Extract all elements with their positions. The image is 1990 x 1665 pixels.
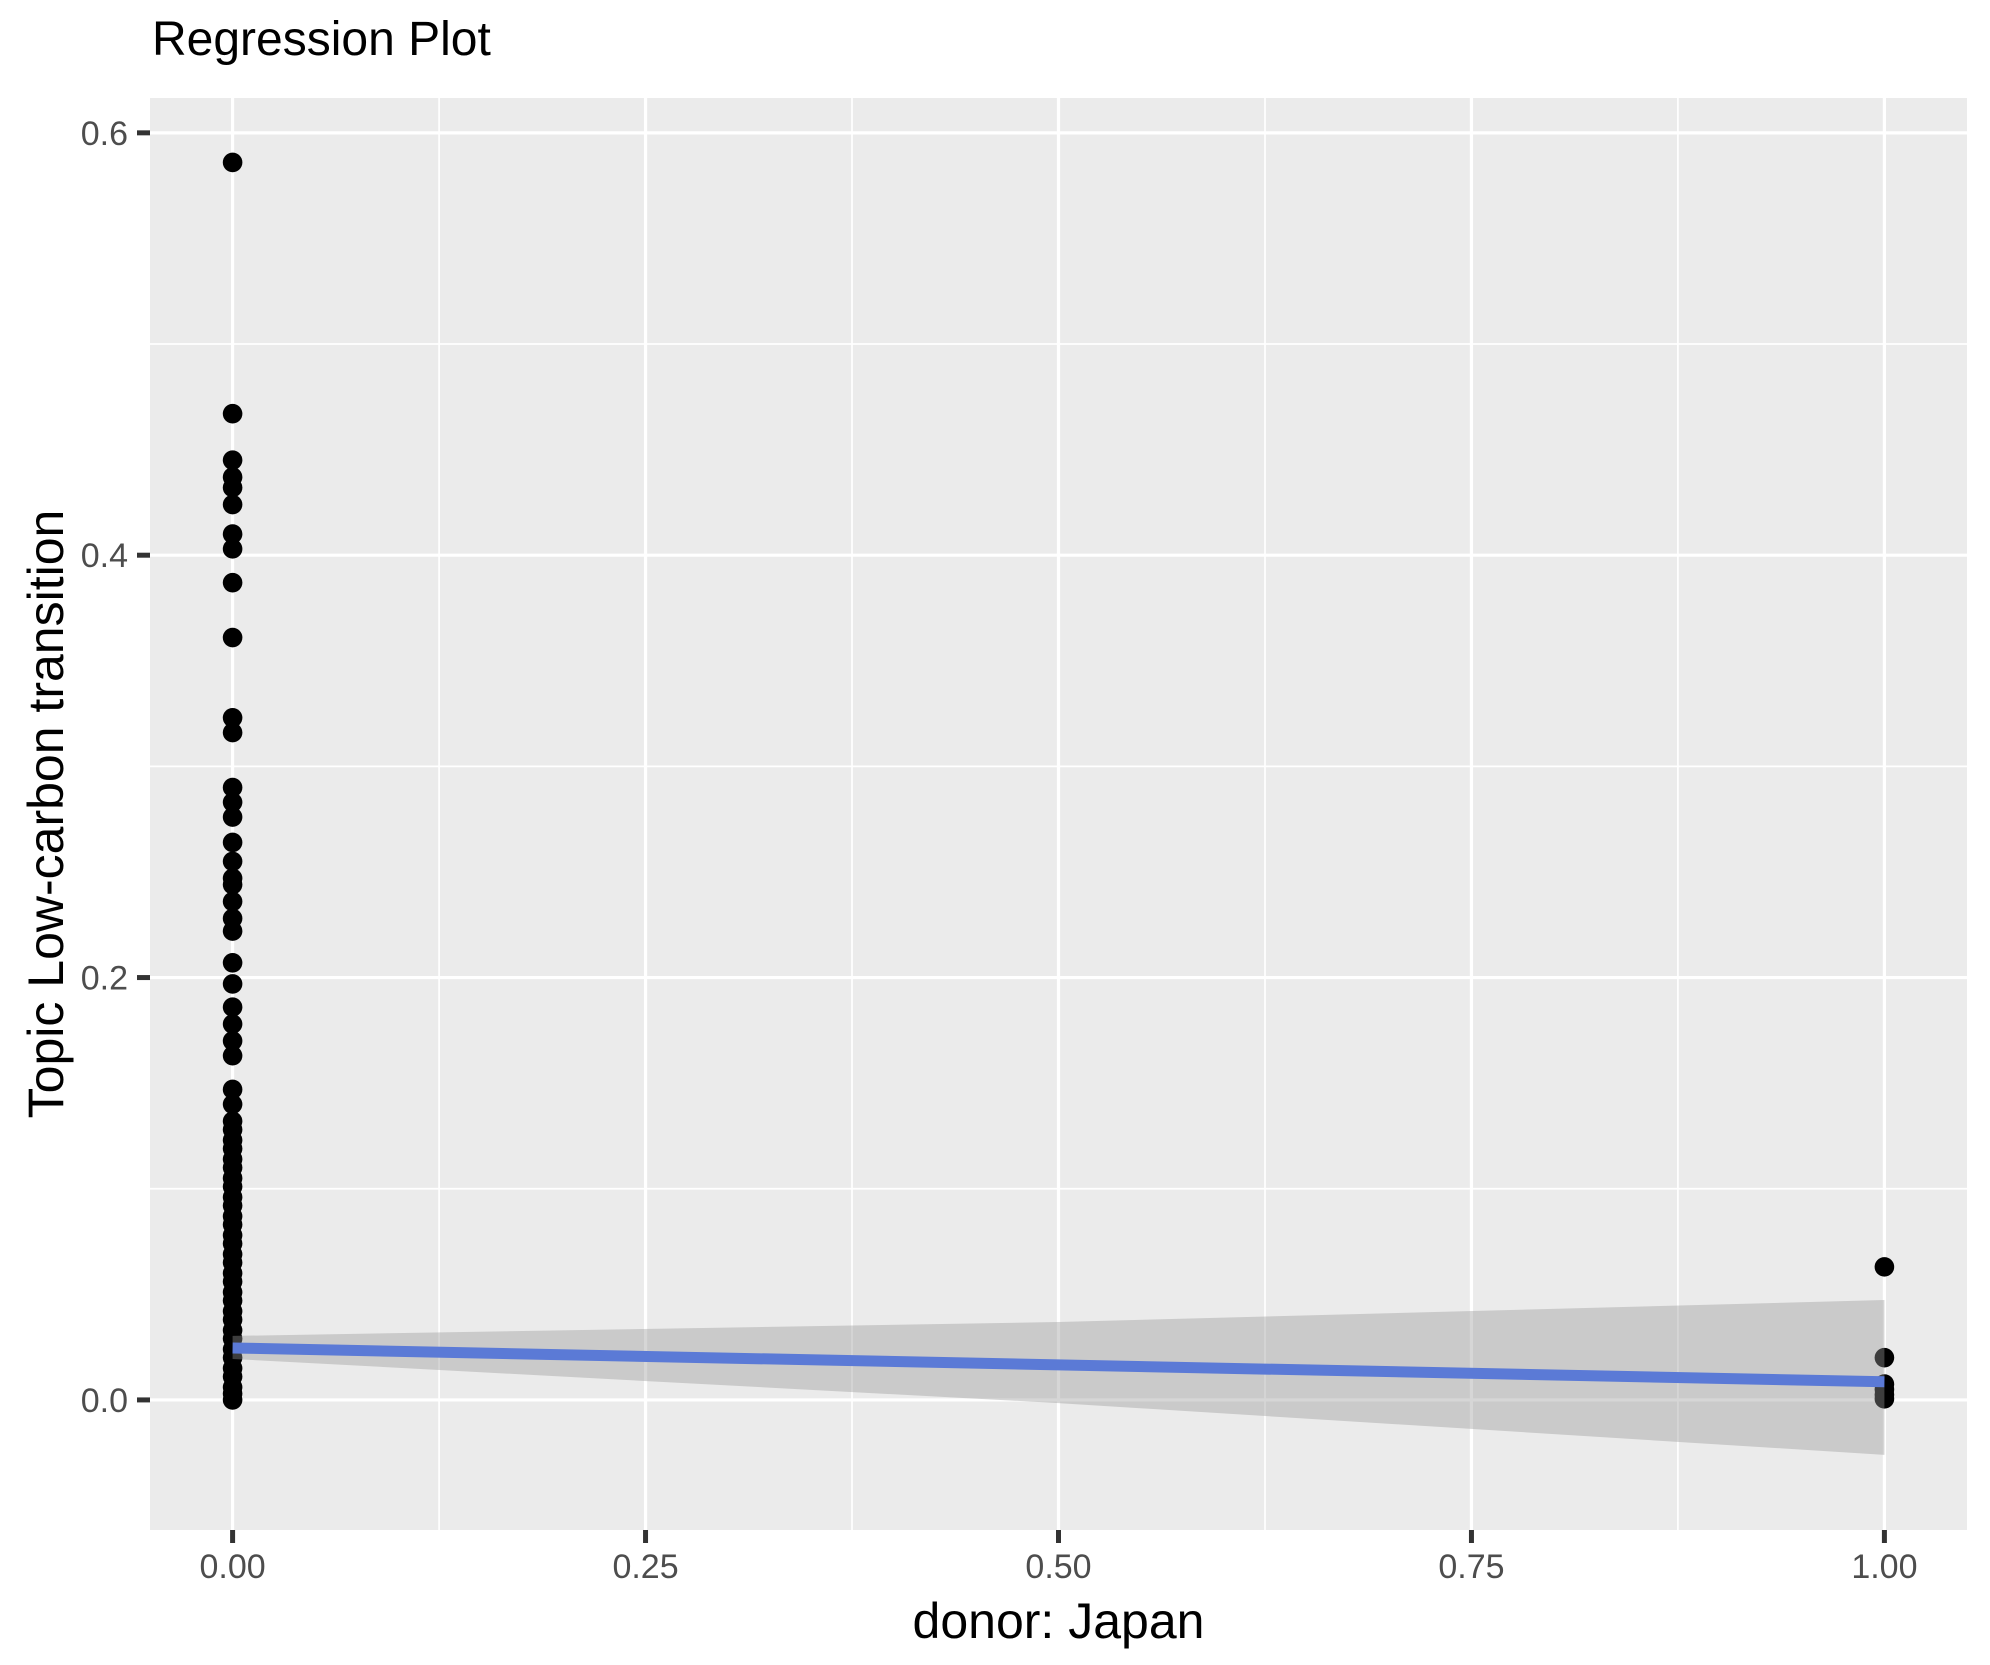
data-point [222,572,243,593]
x-axis-title: donor: Japan [912,1593,1205,1649]
data-point [222,974,243,994]
data-point [222,807,243,827]
data-point [222,477,243,498]
data-point [222,874,243,895]
confidence-band [232,1300,1885,1455]
data-point [1874,1389,1895,1409]
data-point [222,921,243,941]
data-point [222,1390,243,1410]
x-tick-label: 1.00 [1851,1548,1917,1586]
data-point [222,627,243,648]
data-point [222,777,243,798]
regression-line [232,1342,1885,1388]
data-point [222,152,243,173]
data-point [222,524,243,544]
data-point [222,851,243,872]
data-point [222,708,243,728]
y-axis-title: Topic Low-carbon transition [18,509,74,1119]
data-point [222,494,243,515]
data-point [222,832,243,853]
data-point [222,722,243,743]
y-tick-label: 0.6 [81,115,128,153]
x-tick-label: 0.00 [199,1548,265,1586]
plot-title: Regression Plot [152,13,491,66]
x-tick-label: 0.50 [1025,1548,1091,1586]
data-point [222,792,243,813]
data-point [1874,1257,1895,1277]
x-tick-label: 0.25 [612,1548,678,1586]
data-point [222,1014,243,1034]
data-point [222,539,243,559]
y-tick-label: 0.2 [81,960,128,998]
data-point [222,997,243,1017]
data-point [222,1079,243,1100]
data-point [222,1045,243,1066]
y-tick-label: 0.0 [81,1382,128,1420]
data-point [222,403,243,424]
data-point [1874,1347,1895,1368]
y-tick-label: 0.4 [81,537,128,575]
data-point [222,1031,243,1051]
x-tick-label: 0.75 [1438,1548,1504,1586]
data-point [222,891,243,912]
data-point [222,1094,243,1115]
data-point [222,450,243,470]
data-point [222,952,243,973]
